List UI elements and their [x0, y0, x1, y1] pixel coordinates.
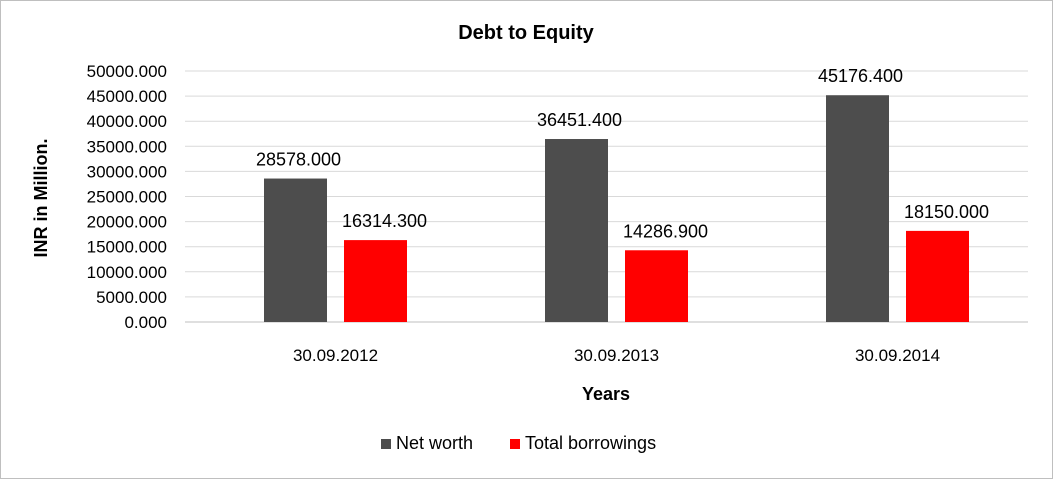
y-axis-title: INR in Million.	[31, 139, 51, 258]
legend: Net worth Total borrowings	[381, 433, 656, 453]
y-tick-label: 35000.000	[87, 137, 167, 156]
y-tick-label: 40000.000	[87, 112, 167, 131]
bar-total-borrowings	[625, 250, 688, 322]
y-tick-label: 0.000	[124, 313, 167, 332]
y-tick-label: 30000.000	[87, 162, 167, 181]
y-tick-label: 15000.000	[87, 238, 167, 257]
bar-net-worth	[264, 178, 327, 322]
legend-swatch	[510, 439, 520, 449]
bar-net-worth	[826, 95, 889, 322]
bars	[264, 95, 969, 322]
legend-label: Total borrowings	[525, 433, 656, 453]
data-label: 28578.000	[256, 150, 341, 170]
bar-total-borrowings	[344, 240, 407, 322]
bar-net-worth	[545, 139, 608, 322]
bar-total-borrowings	[906, 230, 969, 322]
x-tick-label: 30.09.2014	[855, 346, 940, 365]
y-tick-label: 50000.000	[87, 62, 167, 81]
chart-title: Debt to Equity	[458, 22, 594, 44]
legend-swatch	[381, 439, 391, 449]
y-tick-label: 25000.000	[87, 188, 167, 207]
y-tick-label: 5000.000	[96, 288, 167, 307]
legend-label: Net worth	[396, 433, 473, 453]
y-tick-label: 10000.000	[87, 263, 167, 282]
data-label: 16314.300	[342, 211, 427, 231]
data-label: 14286.900	[623, 221, 708, 241]
data-label: 18150.000	[904, 202, 989, 222]
y-tick-label: 45000.000	[87, 87, 167, 106]
data-labels: 28578.000 16314.300 36451.400 14286.900 4517…	[256, 66, 989, 241]
data-label: 45176.400	[818, 66, 903, 86]
x-tick-label: 30.09.2012	[293, 346, 378, 365]
x-tick-label: 30.09.2013	[574, 346, 659, 365]
x-axis-ticks: 30.09.2012 30.09.2013 30.09.2014	[293, 346, 940, 365]
x-axis-title: Years	[582, 384, 630, 404]
y-tick-label: 20000.000	[87, 213, 167, 232]
y-axis-ticks: 0.000 5000.000 10000.000 15000.000 20000.000…	[87, 62, 167, 332]
data-label: 36451.400	[537, 110, 622, 130]
